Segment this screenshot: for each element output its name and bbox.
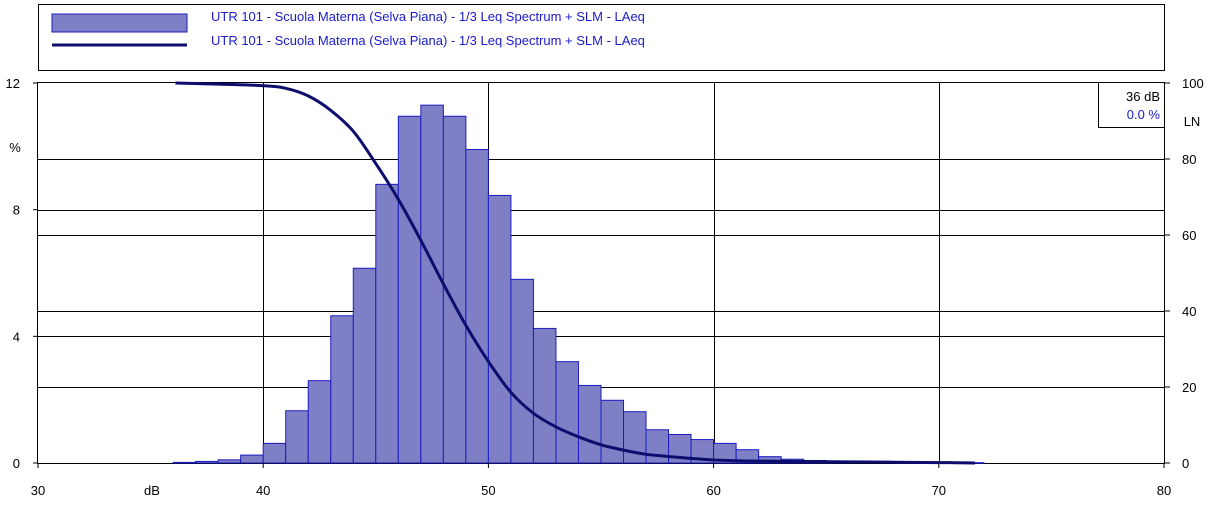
histogram-bar [532, 327, 557, 464]
histogram-bar [645, 429, 670, 464]
legend-bar-swatch [51, 13, 188, 33]
histogram-bar [375, 183, 399, 464]
histogram-bar [262, 442, 287, 464]
histogram-bar [172, 461, 197, 464]
right-axis-label: LN [1184, 114, 1201, 129]
readout-level: 36 dB [1126, 89, 1160, 104]
x-tick-label: 50 [481, 483, 495, 498]
legend-line-label: UTR 101 - Scuola Materna (Selva Piana) -… [211, 33, 645, 48]
histogram-bar [465, 149, 489, 464]
x-tick-label: 80 [1157, 483, 1171, 498]
histogram-bar [600, 399, 625, 464]
histogram-bar [623, 411, 647, 464]
histogram-bar [217, 459, 242, 464]
left-tick-label: 0 [13, 456, 20, 471]
x-tick-label: 30 [31, 483, 45, 498]
histogram-bars [172, 104, 985, 464]
histogram-bar [307, 380, 332, 464]
histogram-bar [352, 267, 377, 464]
histogram-bar [330, 315, 354, 464]
x-tick-label: 40 [256, 483, 270, 498]
readout-box [1098, 82, 1165, 128]
histogram-bar [240, 454, 264, 464]
legend-box [38, 4, 1165, 71]
histogram-bar [577, 384, 602, 464]
left-tick-label: 4 [13, 329, 20, 344]
histogram-bar [420, 104, 444, 464]
histogram-bar [487, 194, 512, 464]
histogram-bar [285, 410, 309, 464]
histogram-bar [195, 460, 219, 464]
x-tick-label: 70 [932, 483, 946, 498]
left-axis-label: % [9, 140, 21, 155]
legend-bar-label: UTR 101 - Scuola Materna (Selva Piana) -… [211, 9, 645, 24]
cumulative-ln-line [175, 81, 975, 465]
readout-percent: 0.0 % [1127, 107, 1161, 122]
right-tick-label: 20 [1182, 380, 1196, 395]
right-axis-ticks: 0 20 40 60 80 100 [1164, 76, 1204, 471]
histogram-bar [555, 361, 579, 464]
right-tick-label: 0 [1182, 456, 1189, 471]
left-axis-ticks: 0 4 8 12 [6, 76, 38, 471]
x-axis-label: dB [144, 483, 160, 498]
right-tick-label: 60 [1182, 228, 1196, 243]
left-tick-label: 12 [6, 76, 20, 91]
left-tick-label: 8 [13, 203, 20, 218]
x-axis-ticks: 30 40 50 60 70 80 [31, 463, 1171, 498]
right-tick-label: 40 [1182, 304, 1196, 319]
histogram-bar [397, 115, 422, 464]
x-tick-label: 60 [706, 483, 720, 498]
histogram-bar [510, 278, 534, 464]
right-tick-label: 80 [1182, 152, 1196, 167]
right-tick-label: 100 [1182, 76, 1204, 91]
